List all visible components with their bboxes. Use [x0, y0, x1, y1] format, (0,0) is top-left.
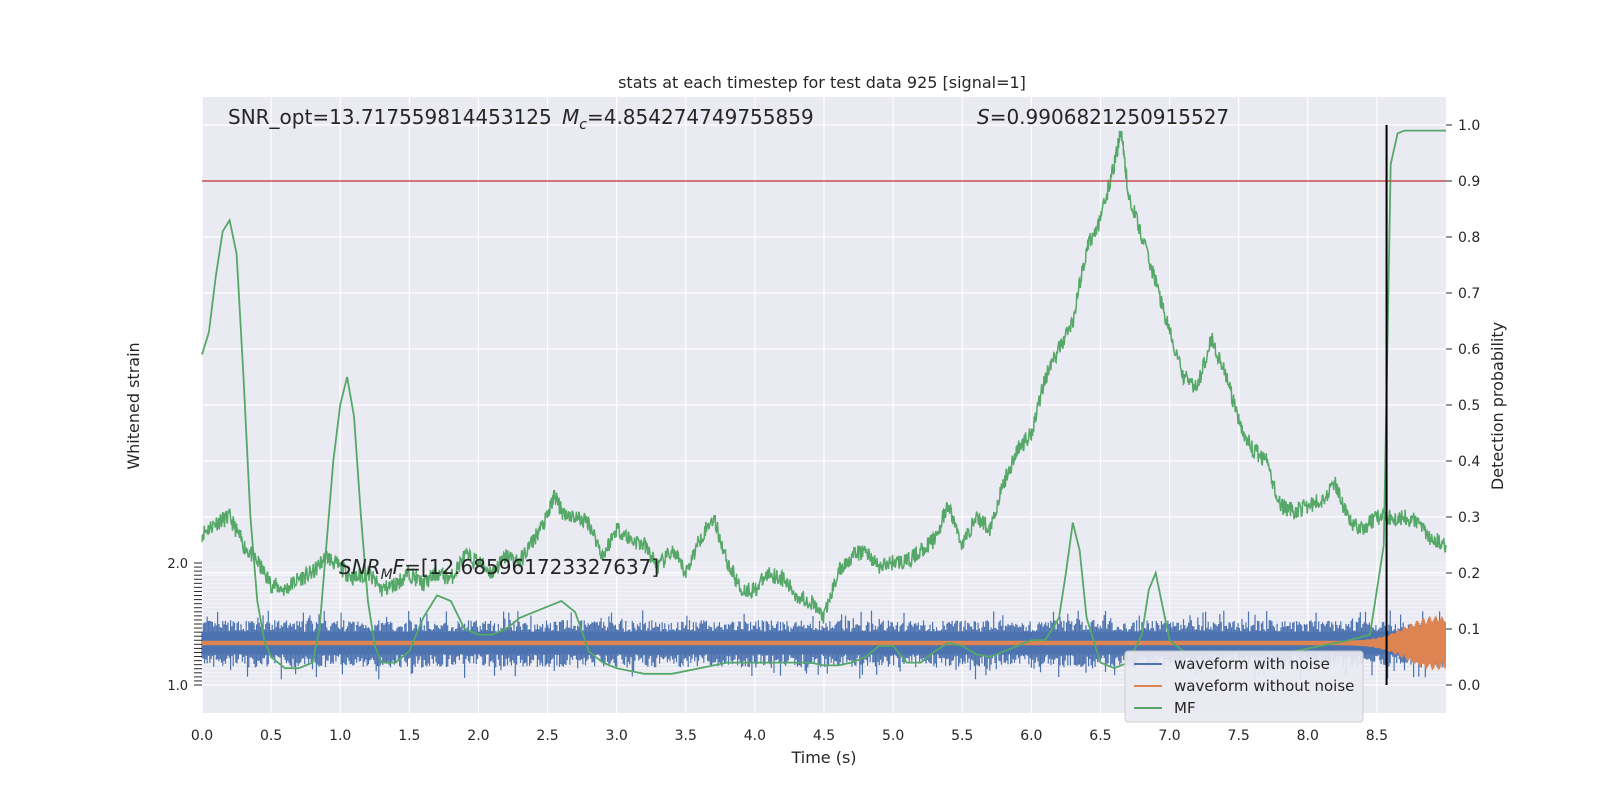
y-axis-label-right: Detection probability	[1488, 322, 1507, 490]
snr-mf-tail: F	[393, 555, 405, 579]
chart-title: stats at each timestep for test data 925…	[618, 73, 1026, 92]
x-tick-label: 5.5	[951, 728, 973, 744]
s-annotation: S=0.9906821250915527	[977, 105, 1229, 129]
y-tick-label: 1.0	[1458, 118, 1480, 134]
y-tick-label: 0.9	[1458, 174, 1480, 190]
snr-mf-annotation: SNRMF=[12.685961723327637]	[339, 555, 659, 583]
left-tick-label-bottom: 1.0	[167, 679, 188, 694]
clean-waveform-band	[202, 615, 1446, 671]
legend: waveform with noise waveform without noi…	[1124, 650, 1364, 723]
right-axis-ticks: 0.0 0.1 0.2 0.3 0.4 0.5 0.6 0.7 0.8 0.9 1.0	[1446, 118, 1480, 694]
x-tick-label: 0.0	[191, 728, 213, 744]
y-tick-label: 0.7	[1458, 286, 1480, 302]
x-tick-label: 7.0	[1158, 728, 1180, 744]
x-tick-label: 7.5	[1228, 728, 1250, 744]
y-tick-label: 0.1	[1458, 622, 1480, 638]
x-tick-label: 8.0	[1297, 728, 1319, 744]
mf-series	[201, 129, 1446, 675]
x-tick-label: 2.0	[467, 728, 489, 744]
y-tick-label: 0.0	[1458, 678, 1480, 694]
y-tick-label: 0.3	[1458, 510, 1480, 526]
snr-opt-annotation: SNR_opt=13.717559814453125	[228, 105, 552, 129]
s-symbol: S	[977, 105, 990, 129]
x-tick-label: 3.0	[606, 728, 628, 744]
detection-probability-line	[201, 130, 1447, 624]
x-tick-label: 5.0	[882, 728, 904, 744]
legend-label-mf: MF	[1174, 699, 1196, 717]
y-axis-label-left: Whitened strain	[124, 342, 143, 469]
detection-probability-series	[201, 130, 1447, 624]
x-axis-label: Time (s)	[790, 748, 856, 767]
x-tick-label: 4.0	[744, 728, 766, 744]
legend-label-noise: waveform with noise	[1174, 655, 1330, 673]
x-axis-ticks: 0.0 0.5 1.0 1.5 2.0 2.5 3.0 3.5 4.0 4.5 5.0 5.5 6.0 6…	[191, 728, 1388, 744]
x-tick-label: 1.0	[329, 728, 351, 744]
legend-label-clean: waveform without noise	[1174, 677, 1354, 695]
snr-mf-value: =[12.685961723327637]	[404, 555, 659, 579]
y-tick-label: 0.6	[1458, 342, 1480, 358]
y-tick-label: 0.2	[1458, 566, 1480, 582]
x-tick-label: 1.5	[398, 728, 420, 744]
left-tick-label-top: 2.0	[167, 557, 188, 572]
x-tick-label: 3.5	[675, 728, 697, 744]
legend-box	[1124, 650, 1364, 723]
chirp-mass-symbol: M	[562, 105, 579, 129]
mf-line	[201, 129, 1446, 675]
y-tick-label: 0.4	[1458, 454, 1480, 470]
y-tick-label: 0.5	[1458, 398, 1480, 414]
s-value: =0.9906821250915527	[990, 105, 1229, 129]
x-tick-label: 6.5	[1089, 728, 1111, 744]
x-tick-label: 8.5	[1366, 728, 1388, 744]
x-tick-label: 6.0	[1020, 728, 1042, 744]
chirp-mass-value: =4.854274749755859	[587, 105, 814, 129]
x-tick-label: 0.5	[260, 728, 282, 744]
x-tick-label: 2.5	[536, 728, 558, 744]
chirp-mass-annotation: Mc=4.854274749755859	[562, 105, 814, 133]
x-tick-label: 4.5	[813, 728, 835, 744]
snr-mf-subscript: M	[381, 567, 393, 583]
chirp-mass-subscript: c	[579, 117, 587, 133]
y-tick-label: 0.8	[1458, 230, 1480, 246]
snr-mf-symbol: SNR	[339, 555, 381, 579]
left-axis-ticks: 2.0 1.0	[167, 557, 202, 694]
